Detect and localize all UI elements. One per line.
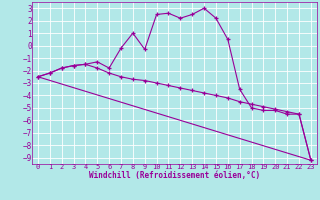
- X-axis label: Windchill (Refroidissement éolien,°C): Windchill (Refroidissement éolien,°C): [89, 171, 260, 180]
